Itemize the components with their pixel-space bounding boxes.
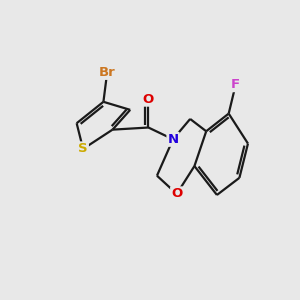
Text: S: S xyxy=(78,142,88,155)
Text: N: N xyxy=(167,133,178,146)
Text: O: O xyxy=(143,93,154,106)
Text: F: F xyxy=(231,78,240,91)
Text: O: O xyxy=(171,188,182,200)
Text: Br: Br xyxy=(99,66,116,79)
